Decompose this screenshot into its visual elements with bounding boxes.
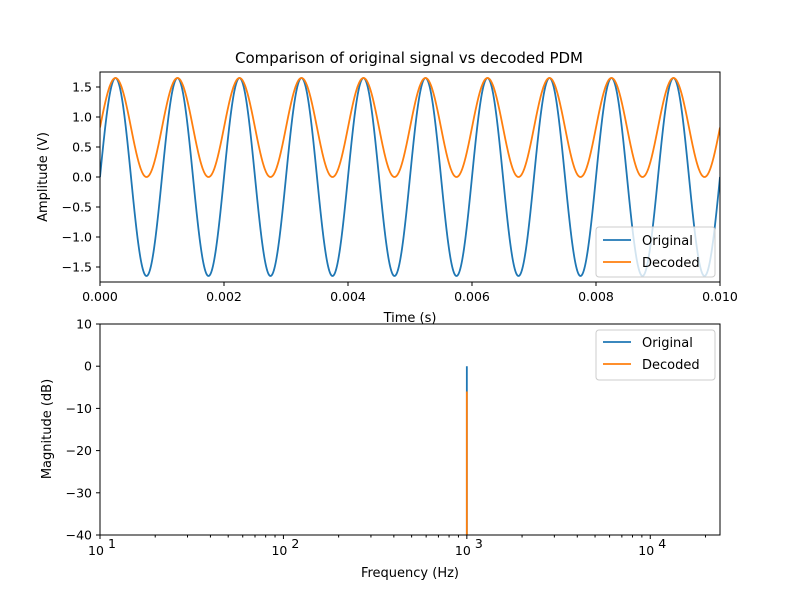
- time-y-axis-label: Amplitude (V): [36, 132, 51, 222]
- y-tick-label: −1.0: [62, 230, 92, 245]
- frequency-legend: Original Decoded: [595, 329, 716, 381]
- y-tick-label: 0: [84, 359, 92, 374]
- legend-label-original: Original: [642, 336, 693, 351]
- x-tick-label: 10: [638, 543, 654, 558]
- legend-label-original: Original: [642, 234, 693, 249]
- legend-label-decoded: Decoded: [642, 256, 700, 271]
- y-tick-label: 1.0: [72, 110, 92, 125]
- time-domain-chart: Comparison of original signal vs decoded…: [36, 49, 738, 326]
- y-tick-label: 0.5: [72, 140, 92, 155]
- y-tick-label: −0.5: [62, 200, 92, 215]
- series-line-original: [100, 77, 720, 277]
- y-tick-label: −30: [66, 485, 92, 500]
- x-tick-label: 10: [271, 543, 287, 558]
- y-tick-label: 10: [76, 317, 92, 332]
- x-tick-label: 0.002: [206, 289, 242, 304]
- time-legend: Original Decoded: [595, 226, 716, 278]
- time-y-ticks: 1.5 1.0 0.5 0.0 −0.5 −1.0 −1.5: [62, 80, 100, 275]
- frequency-domain-chart: 10 1 10 2 10 3 10 4 10 0 −10 −20 −30 −40 Frequency (…: [40, 317, 721, 581]
- frequency-y-ticks: 10 0 −10 −20 −30 −40: [66, 317, 100, 543]
- x-tick-exponent: 4: [658, 536, 666, 551]
- x-tick-exponent: 1: [108, 536, 116, 551]
- x-tick-label: 0.000: [82, 289, 118, 304]
- y-tick-label: 1.5: [72, 80, 92, 95]
- y-tick-label: −20: [66, 443, 92, 458]
- y-tick-label: −1.5: [62, 260, 92, 275]
- y-tick-label: 0.0: [72, 170, 92, 185]
- chart-title: Comparison of original signal vs decoded…: [235, 49, 583, 67]
- time-x-ticks: 0.000 0.002 0.004 0.006 0.008 0.010: [82, 282, 738, 304]
- x-tick-label: 0.006: [454, 289, 490, 304]
- x-tick-label: 10: [455, 543, 471, 558]
- frequency-axes-frame: [99, 323, 721, 536]
- time-plot-area: [100, 77, 720, 277]
- x-tick-label: 0.010: [702, 289, 738, 304]
- x-tick-exponent: 3: [475, 536, 483, 551]
- frequency-x-ticks: 10 1 10 2 10 3 10 4: [88, 535, 706, 558]
- y-tick-label: −10: [66, 401, 92, 416]
- x-tick-label: 0.004: [330, 289, 366, 304]
- frequency-y-axis-label: Magnitude (dB): [40, 379, 55, 479]
- x-tick-label: 10: [88, 543, 104, 558]
- x-tick-label: 0.008: [578, 289, 614, 304]
- frequency-x-axis-label: Frequency (Hz): [361, 566, 459, 581]
- y-tick-label: −40: [66, 528, 92, 543]
- time-x-axis-label: Time (s): [383, 311, 437, 326]
- x-tick-exponent: 2: [291, 536, 299, 551]
- legend-label-decoded: Decoded: [642, 358, 700, 373]
- series-line-decoded: [100, 77, 720, 178]
